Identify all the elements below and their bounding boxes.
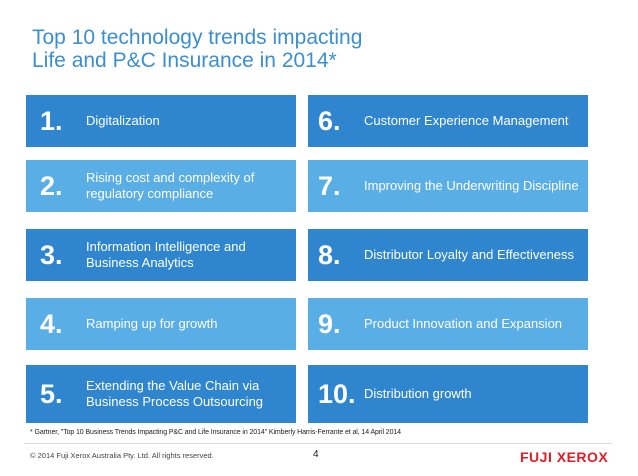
trend-number: 4. [40,309,63,339]
trend-tile-1: 1. Digitalization [26,95,296,147]
trend-number: 10. [318,379,356,409]
title-line-2: Life and P&C Insurance in 2014* [32,49,337,72]
trend-tile-5: 5. Extending the Value Chain via Busines… [26,365,296,423]
trend-label: Rising cost and complexity of regulatory… [86,170,255,201]
trend-label: Distribution growth [364,386,472,401]
trend-label: Product Innovation and Expansion [364,316,563,331]
slide-title: Top 10 technology trends impacting Life … [32,26,362,72]
trend-number: 9. [318,309,341,339]
trend-number: 3. [40,240,63,270]
trend-tile-2: 2. Rising cost and complexity of regulat… [26,160,296,212]
trend-number: 6. [318,106,341,136]
trend-tile-6: 6. Customer Experience Management [308,95,588,147]
trend-number: 5. [40,379,63,409]
trend-label: Customer Experience Management [364,113,569,128]
trend-tile-10: 10. Distribution growth [308,365,588,423]
trend-number: 7. [318,171,341,201]
trend-tile-4: 4. Ramping up for growth [26,298,296,350]
trend-label: Improving the Underwriting Discipline [364,178,579,193]
trend-label: Distributor Loyalty and Effectiveness [364,247,575,262]
trend-label: Digitalization [86,113,160,128]
trend-tile-8: 8. Distributor Loyalty and Effectiveness [308,229,588,281]
copyright-notice: © 2014 Fuji Xerox Australia Pty. Ltd. Al… [30,451,214,460]
title-line-1: Top 10 technology trends impacting [32,26,363,49]
trend-tile-7: 7. Improving the Underwriting Discipline [308,160,588,212]
trend-number: 1. [40,106,63,136]
source-footnote: * Gartner, "Top 10 Business Trends Impac… [30,429,401,436]
trend-tile-9: 9. Product Innovation and Expansion [308,298,588,350]
trend-label: Ramping up for growth [86,316,218,331]
trend-number: 2. [40,171,63,201]
trend-number: 8. [318,240,341,270]
trend-tile-3: 3. Information Intelligence and Business… [26,229,296,281]
fuji-xerox-logo: FUJI XEROX [520,449,609,465]
trend-label: Extending the Value Chain via Business P… [86,378,264,409]
page-number: 4 [313,449,319,460]
footer-divider [24,443,612,444]
trend-label: Information Intelligence and Business An… [86,239,246,270]
